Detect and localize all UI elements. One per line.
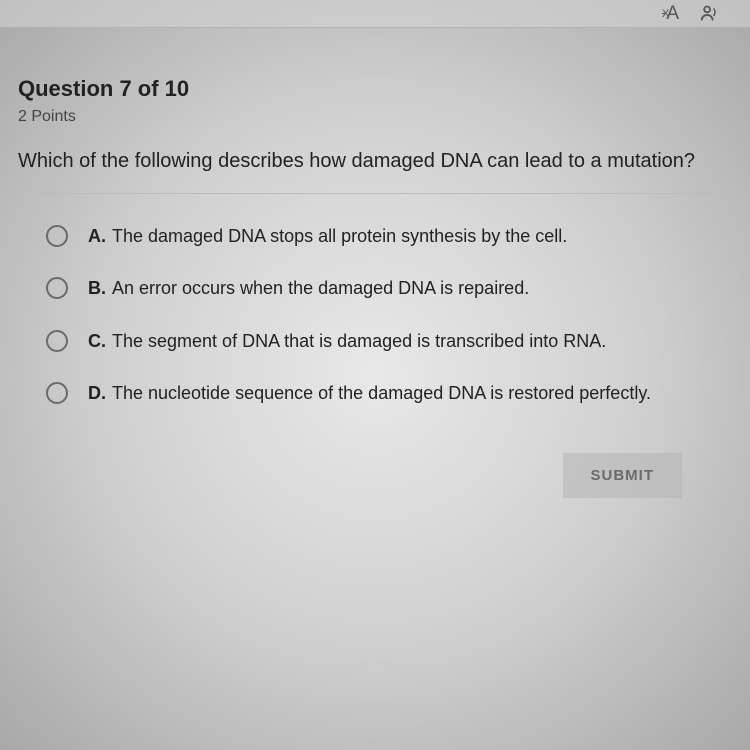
options-list: A.The damaged DNA stops all protein synt… <box>18 224 732 405</box>
radio-icon[interactable] <box>46 330 68 352</box>
option-text: B.An error occurs when the damaged DNA i… <box>88 276 529 300</box>
option-a[interactable]: A.The damaged DNA stops all protein synt… <box>46 224 732 248</box>
option-c[interactable]: C.The segment of DNA that is damaged is … <box>46 329 732 353</box>
question-points: 2 Points <box>18 108 732 126</box>
profile-icon[interactable] <box>698 3 720 25</box>
option-b[interactable]: B.An error occurs when the damaged DNA i… <box>46 276 732 300</box>
question-number: Question 7 of 10 <box>18 76 732 102</box>
browser-topbar: XA <box>0 0 750 28</box>
option-text: C.The segment of DNA that is damaged is … <box>88 329 606 353</box>
radio-icon[interactable] <box>46 382 68 404</box>
divider <box>18 193 732 194</box>
option-text: A.The damaged DNA stops all protein synt… <box>88 224 567 248</box>
submit-row: SUBMIT <box>18 453 732 498</box>
radio-icon[interactable] <box>46 277 68 299</box>
option-text: D.The nucleotide sequence of the damaged… <box>88 381 651 405</box>
option-d[interactable]: D.The nucleotide sequence of the damaged… <box>46 381 732 405</box>
question-panel: Question 7 of 10 2 Points Which of the f… <box>0 28 750 498</box>
translate-icon[interactable]: XA <box>662 3 676 25</box>
submit-button[interactable]: SUBMIT <box>563 453 683 498</box>
radio-icon[interactable] <box>46 225 68 247</box>
question-text: Which of the following describes how dam… <box>18 148 732 175</box>
